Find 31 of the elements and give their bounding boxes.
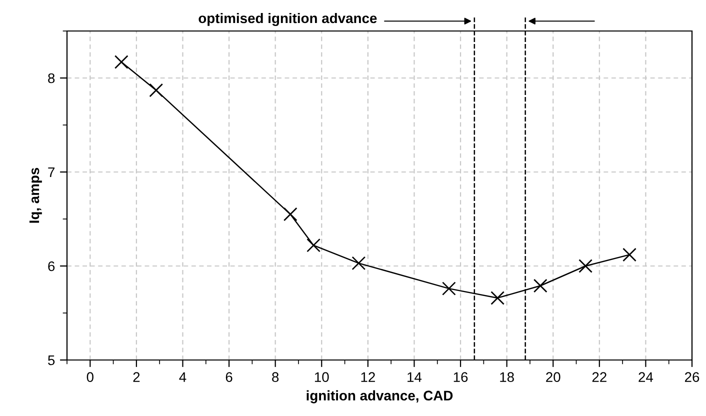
point bbox=[283, 207, 298, 222]
x-tick-label: 12 bbox=[361, 372, 375, 382]
x-tick-label: 4 bbox=[179, 372, 186, 382]
text: optimised ignition advance bbox=[198, 12, 377, 26]
y-tick-label: 8 bbox=[48, 73, 55, 84]
x-tick-label: 6 bbox=[226, 372, 232, 382]
point bbox=[442, 282, 456, 296]
point bbox=[578, 259, 592, 273]
x-tick-label: 8 bbox=[272, 372, 279, 382]
point bbox=[306, 238, 320, 252]
point bbox=[114, 55, 128, 69]
x-tick-label: 24 bbox=[638, 372, 654, 382]
point bbox=[490, 291, 504, 305]
x-tick-label: 20 bbox=[546, 372, 560, 382]
x-tick-label: 18 bbox=[500, 372, 514, 382]
point bbox=[622, 248, 636, 262]
x-axis-title: ignition advance, CAD bbox=[306, 390, 453, 404]
x-tick-label: 2 bbox=[133, 372, 140, 382]
x-tick-label: 16 bbox=[454, 372, 468, 382]
x-tick-label: 0 bbox=[86, 372, 94, 382]
y-axis-title: Iq, amps bbox=[29, 168, 42, 223]
point bbox=[352, 256, 366, 270]
y-tick-label: 5 bbox=[48, 355, 55, 366]
point bbox=[149, 83, 164, 98]
x-tick-label: 14 bbox=[408, 372, 422, 382]
point bbox=[533, 278, 548, 293]
x-tick-label: 26 bbox=[684, 372, 700, 382]
y-tick-label: 6 bbox=[48, 261, 55, 272]
x-tick-label: 10 bbox=[314, 372, 329, 382]
x-tick-label: 22 bbox=[592, 372, 606, 382]
y-tick-label: 7 bbox=[48, 167, 54, 178]
